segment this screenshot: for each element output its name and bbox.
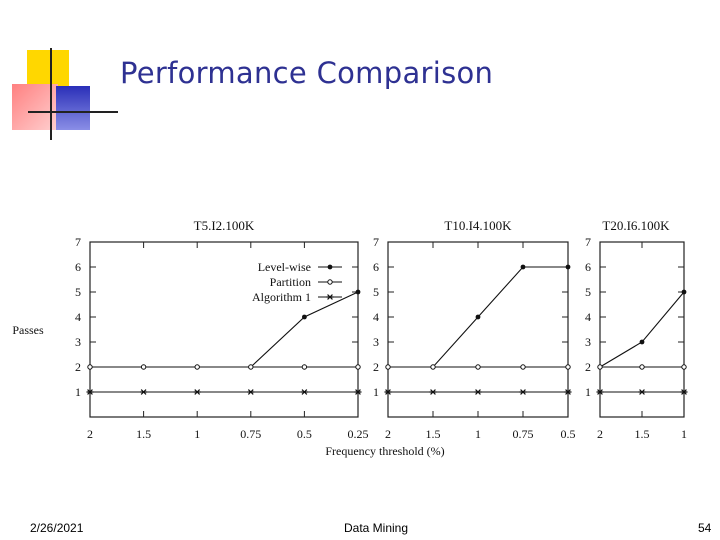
data-point-dot xyxy=(302,314,307,320)
y-tick-label: 6 xyxy=(373,260,379,274)
chart-panel-3: T20.I6.100K 1 2 3 4 5 6 7 2 1.5 1 xyxy=(585,218,688,441)
y-tick-label: 3 xyxy=(585,335,591,349)
y-tick-label: 1 xyxy=(585,385,591,399)
y-tick-label: 7 xyxy=(75,235,81,249)
deco-blue-square xyxy=(56,86,90,130)
footer-page-number: 54 xyxy=(698,521,712,535)
legend-marker-circle xyxy=(327,279,333,285)
chart-title: T5.I2.100K xyxy=(194,218,255,233)
data-point-circle xyxy=(430,364,436,370)
slide-title: Performance Comparison xyxy=(120,56,494,90)
chart-frame xyxy=(89,241,359,418)
data-point-circle xyxy=(597,364,603,370)
data-point-star xyxy=(247,389,255,395)
x-tick-label: 1.5 xyxy=(635,427,650,441)
data-point-star xyxy=(680,389,688,395)
y-tick-label: 5 xyxy=(75,285,81,299)
data-point-dot xyxy=(475,314,481,320)
y-tick-label: 6 xyxy=(585,260,591,274)
data-point-circle xyxy=(639,364,645,370)
data-point-dot xyxy=(639,339,645,345)
chart-panel-1: T5.I2.100K 1 2 3 4 5 6 7 2 1.5 1 0.75 0.5 0.25 Level-w… xyxy=(75,218,369,441)
chart-frame xyxy=(387,241,569,418)
x-tick-label: 0.75 xyxy=(513,427,534,441)
data-point-circle xyxy=(87,364,93,370)
chart-title: T20.I6.100K xyxy=(602,218,670,233)
y-tick-label: 6 xyxy=(75,260,81,274)
data-point-dot xyxy=(520,264,526,270)
x-tick-label: 0.5 xyxy=(297,427,312,441)
data-point-star xyxy=(474,389,482,395)
y-tick-label: 2 xyxy=(75,360,81,374)
y-axis-label: Passes xyxy=(12,323,44,337)
data-point-circle xyxy=(681,364,687,370)
series-line-dot xyxy=(90,291,359,368)
data-point-circle xyxy=(565,364,571,370)
data-point-star xyxy=(86,389,94,395)
legend-marker-star xyxy=(326,294,334,300)
legend-label: Level-wise xyxy=(258,260,311,274)
deco-horizontal-line xyxy=(28,111,118,113)
y-tick-label: 1 xyxy=(75,385,81,399)
data-point-star xyxy=(193,389,201,395)
series-line-dot xyxy=(599,291,685,368)
data-point-star xyxy=(429,389,437,395)
y-tick-label: 4 xyxy=(75,310,81,324)
x-tick-label: 2 xyxy=(87,427,93,441)
legend-label: Algorithm 1 xyxy=(252,290,311,304)
x-tick-label: 0.25 xyxy=(348,427,369,441)
y-tick-label: 5 xyxy=(585,285,591,299)
x-tick-label: 1 xyxy=(475,427,481,441)
y-tick-label: 5 xyxy=(373,285,379,299)
x-axis-label: Frequency threshold (%) xyxy=(325,444,444,458)
y-tick-label: 4 xyxy=(585,310,591,324)
y-tick-label: 3 xyxy=(75,335,81,349)
data-point-star xyxy=(384,389,392,395)
data-point-star xyxy=(638,389,646,395)
data-point-circle xyxy=(140,364,147,370)
legend-marker-dot xyxy=(327,264,333,270)
data-point-dot xyxy=(355,289,361,295)
footer-course: Data Mining xyxy=(344,521,409,535)
x-tick-label: 0.5 xyxy=(561,427,576,441)
data-point-star xyxy=(300,389,308,395)
y-tick-label: 1 xyxy=(373,385,379,399)
y-tick-label: 3 xyxy=(373,335,379,349)
x-tick-label: 2 xyxy=(597,427,603,441)
data-point-circle xyxy=(385,364,391,370)
data-point-circle xyxy=(301,364,308,370)
data-point-circle xyxy=(475,364,481,370)
deco-vertical-line xyxy=(50,48,52,140)
data-point-circle xyxy=(520,364,526,370)
chart-title: T10.I4.100K xyxy=(444,218,512,233)
y-tick-label: 2 xyxy=(373,360,379,374)
data-point-star xyxy=(596,389,604,395)
x-tick-label: 1.5 xyxy=(136,427,151,441)
data-point-circle xyxy=(194,364,200,370)
footer-date: 2/26/2021 xyxy=(30,521,84,535)
data-point-star xyxy=(354,389,362,395)
chart-panel-2: T10.I4.100K 1 2 3 4 5 6 7 2 1.5 1 0.75 0.5 xyxy=(373,218,576,441)
data-point-star xyxy=(140,389,148,395)
data-point-circle xyxy=(355,364,361,370)
x-tick-label: 1 xyxy=(194,427,200,441)
y-tick-label: 7 xyxy=(373,235,379,249)
x-tick-label: 1.5 xyxy=(426,427,441,441)
data-point-dot xyxy=(681,289,687,295)
chart-frame xyxy=(599,241,685,418)
x-tick-label: 2 xyxy=(385,427,391,441)
legend-label: Partition xyxy=(270,275,311,289)
y-tick-label: 2 xyxy=(585,360,591,374)
data-point-circle xyxy=(248,364,254,370)
x-tick-label: 0.75 xyxy=(240,427,261,441)
data-point-dot xyxy=(565,264,571,270)
y-tick-label: 7 xyxy=(585,235,591,249)
x-tick-label: 1 xyxy=(681,427,687,441)
data-point-star xyxy=(519,389,527,395)
y-tick-label: 4 xyxy=(373,310,379,324)
data-point-star xyxy=(564,389,572,395)
